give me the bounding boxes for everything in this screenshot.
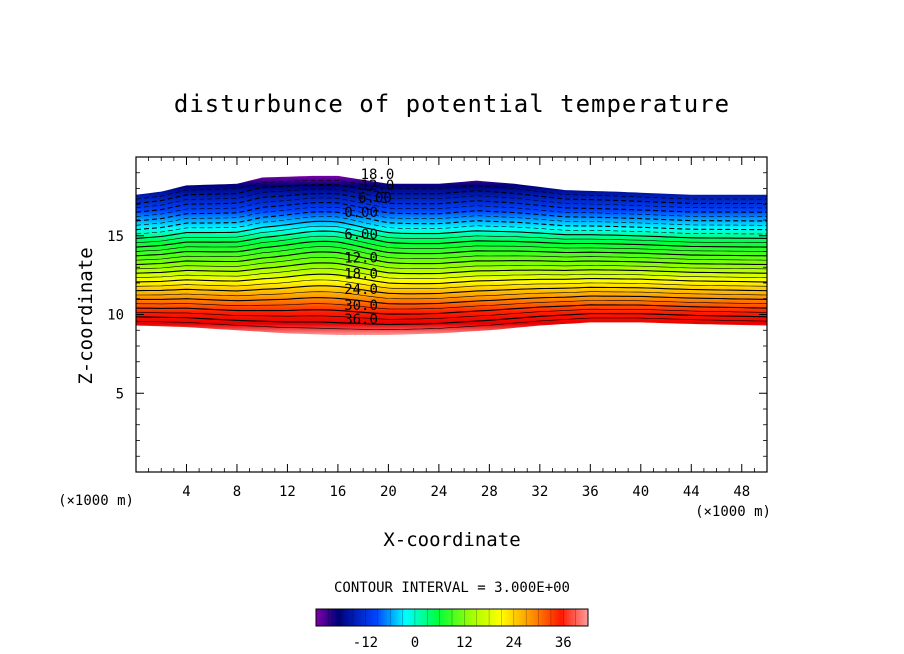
contour-label: 24.0 xyxy=(344,282,378,298)
colorbar-tick-label: 12 xyxy=(456,635,473,651)
contour-line xyxy=(136,230,767,248)
z-unit-label: (×1000 m) xyxy=(58,493,134,509)
contour-line xyxy=(136,201,767,222)
colorbar-fill xyxy=(315,608,589,627)
contour-label: 12.0 xyxy=(361,178,395,194)
contour-line xyxy=(136,192,767,213)
x-tick-label: 12 xyxy=(279,484,296,500)
x-tick-label: 36 xyxy=(582,484,599,500)
contour-line xyxy=(136,180,767,200)
contour-line xyxy=(136,262,767,275)
contour-label: 30.0 xyxy=(344,298,378,314)
contour-label: 18.0 xyxy=(344,266,378,282)
x-tick-label: 20 xyxy=(380,484,397,500)
x-tick-label: 32 xyxy=(531,484,548,500)
chart-title: disturbunce of potential temperature xyxy=(174,90,730,118)
contour-line xyxy=(136,279,767,289)
contour-line xyxy=(136,308,767,320)
colorbar-tick-label: 36 xyxy=(555,635,572,651)
x-tick-label: 48 xyxy=(733,484,750,500)
y-tick-label: 15 xyxy=(107,229,124,245)
colorbar-tick-label: -12 xyxy=(353,635,378,651)
contour-line xyxy=(136,220,767,239)
x-tick-label: 40 xyxy=(632,484,649,500)
contour-label: 0.00 xyxy=(344,205,378,221)
x-unit-label: (×1000 m) xyxy=(695,504,771,520)
contour-line xyxy=(136,206,767,226)
contour-label: 36.0 xyxy=(344,312,378,328)
contour-line xyxy=(136,197,767,217)
colorbar-tick-label: 24 xyxy=(505,635,522,651)
x-tick-label: 28 xyxy=(481,484,498,500)
x-tick-label: 4 xyxy=(182,484,190,500)
contour-line xyxy=(136,184,767,205)
contour-line xyxy=(136,313,767,326)
field-fill xyxy=(136,175,767,335)
contour-interval-label: CONTOUR INTERVAL = 3.000E+00 xyxy=(334,580,570,596)
contour-line xyxy=(136,317,767,331)
contour-label: 12.0 xyxy=(344,251,378,267)
contour-line xyxy=(136,240,767,257)
contour-line xyxy=(136,273,767,285)
contour-line xyxy=(136,285,767,295)
x-tick-label: 44 xyxy=(683,484,700,500)
x-tick-label: 24 xyxy=(430,484,447,500)
y-axis-label: Z-coordinate xyxy=(75,247,97,384)
contour-line xyxy=(136,291,767,300)
contour-line xyxy=(136,268,767,279)
x-tick-label: 8 xyxy=(233,484,241,500)
y-tick-label: 10 xyxy=(107,308,124,324)
contour-line xyxy=(136,235,767,252)
contour-line xyxy=(136,225,767,243)
x-axis-label: X-coordinate xyxy=(383,529,520,551)
contour-label: 6.00 xyxy=(358,191,392,207)
x-tick-label: 16 xyxy=(329,484,346,500)
contour-line xyxy=(136,211,767,231)
contour-line xyxy=(136,295,767,305)
contour-label: 6.00 xyxy=(344,227,378,243)
contour-line xyxy=(136,300,767,310)
contour-line xyxy=(136,304,767,315)
contour-line xyxy=(136,216,767,235)
contour-label: 18.0 xyxy=(361,167,395,183)
contour-line xyxy=(136,251,767,266)
contour-line xyxy=(136,188,767,209)
y-tick-label: 5 xyxy=(116,386,124,402)
contour-line xyxy=(136,256,767,270)
contour-line xyxy=(136,246,767,261)
colorbar-tick-label: 0 xyxy=(411,635,419,651)
colorbar: -12 0 12 24 36 xyxy=(315,608,589,651)
